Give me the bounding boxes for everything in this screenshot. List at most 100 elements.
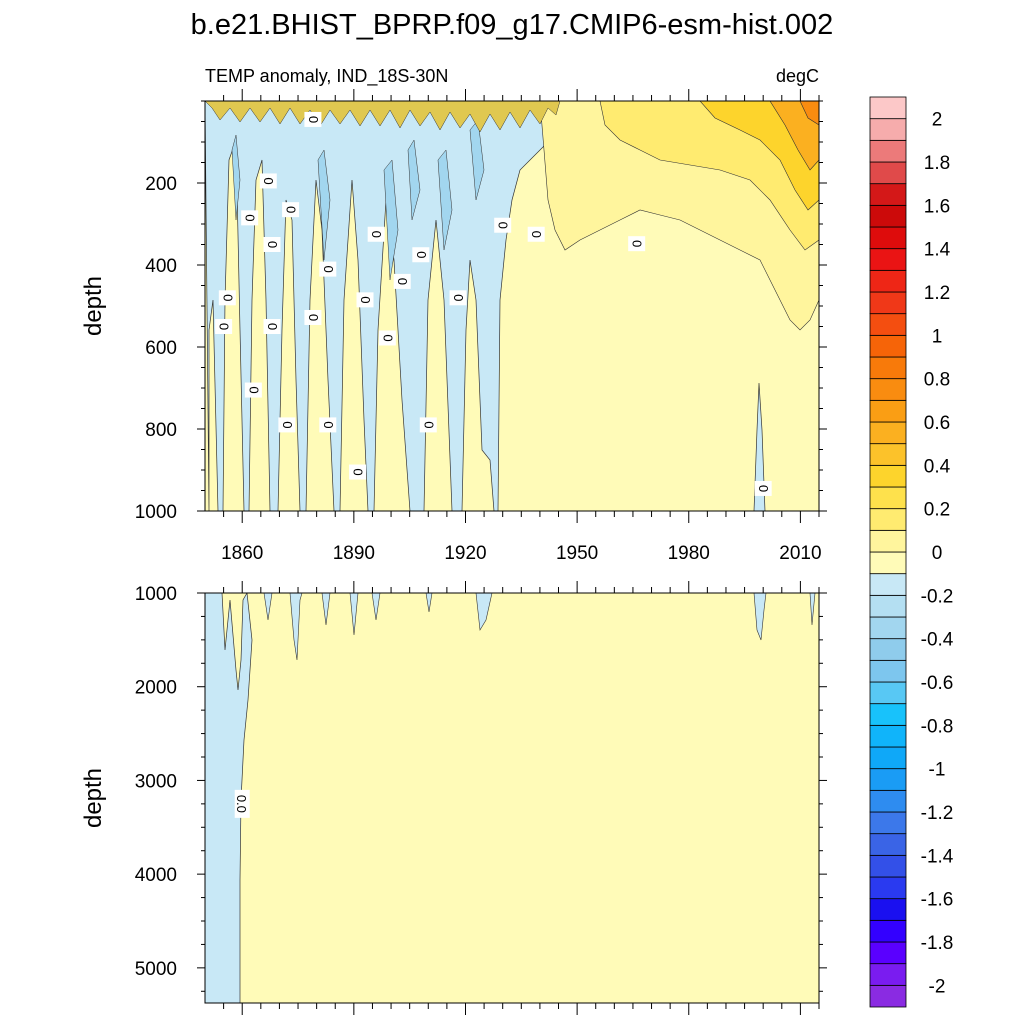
x-tick-label: 1920 xyxy=(444,543,486,564)
y-tick-label: 1000 xyxy=(135,502,177,523)
contour-label: 0 xyxy=(280,421,295,428)
contour-label: 0 xyxy=(306,314,321,321)
colorbar-tick-label: 0.4 xyxy=(924,456,951,477)
colorbar-swatch xyxy=(869,139,907,163)
contour-label: 0 xyxy=(265,323,280,330)
colorbar-swatch xyxy=(869,573,907,596)
contour-label: 0 xyxy=(265,241,280,248)
colorbar-swatch xyxy=(869,789,907,813)
contour-label: 0.0 xyxy=(234,795,249,813)
contour-label-box xyxy=(367,226,385,242)
cold-region-deep-left xyxy=(205,593,253,1003)
colorbar-swatch xyxy=(869,833,907,856)
contour-label-box xyxy=(319,261,337,277)
lower-y-axis-label: depth xyxy=(80,768,107,828)
contour-label: 0 xyxy=(496,222,511,229)
contour-label: 0 xyxy=(756,485,771,492)
colorbar-swatch xyxy=(869,898,907,921)
contour-label: 0 xyxy=(306,116,321,123)
colorbar-tick-label: -0.6 xyxy=(921,673,954,694)
contour-label: 0 xyxy=(421,421,436,428)
colorbar-swatch xyxy=(869,919,907,943)
contour-label-box xyxy=(449,290,467,306)
x-tick-label: 1860 xyxy=(221,543,263,564)
y-tick-label: 2000 xyxy=(135,678,177,699)
contour-label: 0 xyxy=(351,468,366,475)
colorbar-tick-label: 1.4 xyxy=(924,240,951,261)
colorbar-swatch xyxy=(869,876,907,900)
contour-label: 0 xyxy=(261,177,276,184)
upper-panel: 0 0 0 0 0 0 0 0 0 0 0 0 0 0 0 0 0 0 0 0 0 0 0 0 0 200 400 600 800 10… xyxy=(80,89,827,564)
contour-label-box xyxy=(628,236,646,252)
y-tick-label: 600 xyxy=(145,338,177,359)
contour-label-box xyxy=(278,417,296,433)
cold-pockets xyxy=(231,119,485,281)
colorbar-swatch xyxy=(869,811,907,835)
contour-label: 0 xyxy=(630,240,645,247)
warm-band-core xyxy=(769,101,819,171)
y-tick-label: 4000 xyxy=(135,865,177,886)
colorbar-tick-label: -1.8 xyxy=(921,933,954,954)
contour-label: 0 xyxy=(369,231,384,238)
colorbar-tick-label: -1.4 xyxy=(921,846,954,867)
contour-label-box xyxy=(263,319,281,334)
contour-label: 0 xyxy=(220,294,235,301)
lower-panel-background xyxy=(205,593,819,1003)
y-tick-label: 3000 xyxy=(135,771,177,792)
units-label: degC xyxy=(776,66,819,86)
colorbar-swatch xyxy=(869,659,907,683)
colorbar-tick-label: 2 xyxy=(932,110,943,131)
colorbar-tick-label: 0.6 xyxy=(924,413,950,434)
contour-label-box xyxy=(218,290,236,306)
colorbar-swatch xyxy=(869,941,907,965)
contour-label-box xyxy=(494,217,512,233)
contour-label: 0 xyxy=(284,206,299,213)
colorbar-swatch xyxy=(869,529,907,553)
contour-label-box xyxy=(393,273,411,289)
x-tick-label: 1980 xyxy=(668,543,710,564)
variable-label: TEMP anomaly, IND_18S-30N xyxy=(205,66,448,87)
upper-y-axis-label: depth xyxy=(80,276,107,336)
x-tick-label: 2010 xyxy=(779,543,821,564)
colorbar-tick-label: -1.6 xyxy=(921,890,954,911)
contour-label: 0 xyxy=(414,251,429,258)
colorbar-swatch xyxy=(869,768,907,791)
colorbar-swatch xyxy=(869,486,907,510)
contour-label: 0 xyxy=(321,421,336,428)
contour-label-box xyxy=(241,210,259,226)
upper-y-axis: 200 400 600 800 1000 xyxy=(135,100,827,523)
contour-label-box xyxy=(244,382,262,398)
colorbar-swatch xyxy=(869,638,907,661)
colorbar-swatch xyxy=(869,594,907,618)
y-tick-label: 1000 xyxy=(135,584,177,605)
colorbar-swatch xyxy=(869,854,907,878)
contour-label-box xyxy=(263,237,281,252)
upper-x-axis: 1860 1890 1920 1950 1980 2010 xyxy=(221,89,822,564)
colorbar-tick-label: -0.4 xyxy=(921,630,954,651)
colorbar-tick-label: 1.6 xyxy=(924,196,950,217)
colorbar-swatch xyxy=(869,746,907,770)
contour-label: 0 xyxy=(529,231,544,238)
colorbar-swatch xyxy=(869,269,907,293)
cold-region-spike-2000 xyxy=(753,382,766,511)
contour-label: 0 xyxy=(217,323,232,330)
colorbar-swatch xyxy=(869,183,907,206)
contour-label: 0 xyxy=(395,278,410,285)
colorbar-tick-label: 1 xyxy=(932,326,943,347)
colorbar: -2 -1.8 -1.6 -1.4 -1.2 -1 -0.8 -0.6 -0.4 -0.2 0 0.2… xyxy=(869,96,954,1008)
contour-label-box xyxy=(378,330,396,346)
y-tick-label: 800 xyxy=(145,420,177,441)
contour-label-box xyxy=(319,417,337,433)
colorbar-swatch xyxy=(869,356,907,380)
colorbar-tick-label: 0.2 xyxy=(924,500,950,521)
contour-label-box xyxy=(215,319,233,334)
colorbar-swatch xyxy=(869,226,907,250)
contour-label-box xyxy=(234,789,250,818)
colorbar-tick-label: -0.2 xyxy=(921,586,954,607)
y-tick-label: 200 xyxy=(145,174,177,195)
colorbar-tick-label: -2 xyxy=(929,976,946,997)
upper-contour-labels: 0 0 0 0 0 0 0 0 0 0 0 0 0 0 0 0 0 0 0 0 0 0 0 0 0 xyxy=(215,111,772,496)
contour-label-box xyxy=(304,309,322,325)
colorbar-swatch xyxy=(869,118,907,141)
